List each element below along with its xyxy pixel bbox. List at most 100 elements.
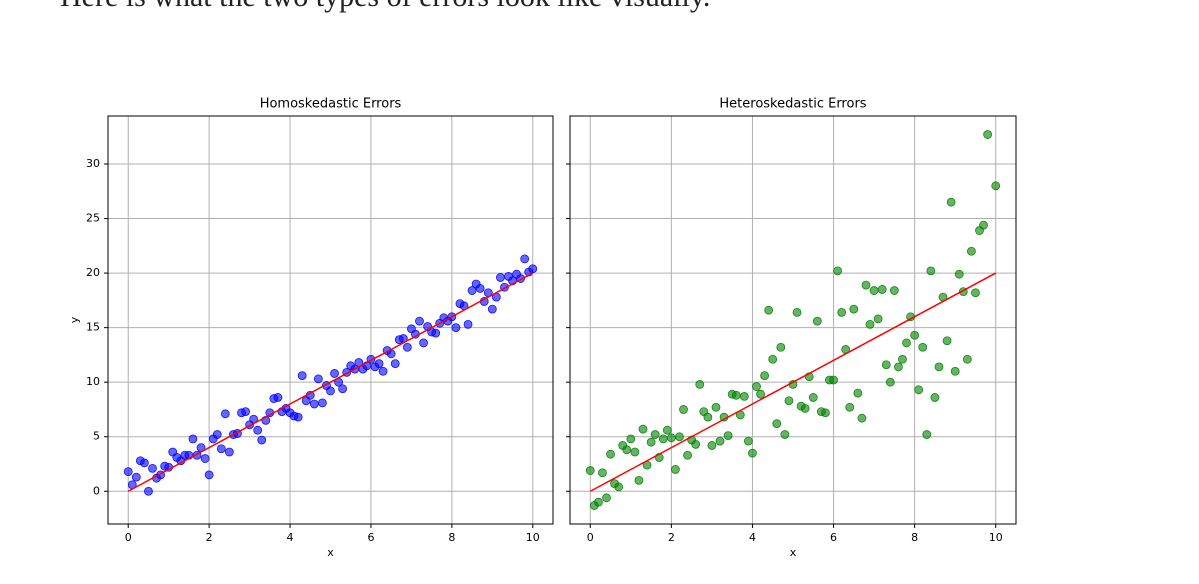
point: [849, 304, 859, 314]
point: [148, 463, 157, 473]
point: [748, 448, 757, 458]
x-tick-label: 0: [125, 531, 132, 544]
point: [528, 264, 538, 274]
point: [845, 402, 855, 412]
point: [703, 412, 713, 422]
point: [123, 467, 133, 477]
x-tick-label: 2: [206, 531, 213, 544]
point: [658, 434, 668, 444]
point: [475, 283, 485, 293]
plot-area: [108, 116, 553, 524]
point: [792, 307, 802, 317]
point: [671, 465, 680, 474]
point: [496, 273, 505, 282]
fit-line: [589, 272, 997, 492]
point: [241, 407, 250, 417]
point: [902, 338, 911, 348]
point: [918, 342, 928, 352]
plot-area: [570, 116, 1016, 524]
point: [776, 342, 786, 352]
x-tick-label: 0: [587, 531, 594, 544]
header-text: Here is what the two types of errors loo…: [60, 0, 710, 13]
point: [894, 362, 903, 372]
point: [784, 396, 794, 406]
point: [390, 359, 400, 369]
point: [739, 391, 749, 401]
point: [861, 280, 871, 290]
point: [885, 377, 895, 387]
point: [188, 434, 198, 444]
point: [585, 466, 595, 475]
point: [606, 449, 615, 459]
point: [638, 424, 648, 434]
point: [467, 286, 477, 295]
point: [622, 445, 632, 455]
point: [752, 382, 761, 391]
x-tick-label: 10: [989, 531, 1003, 544]
x-axis-label: x: [790, 546, 797, 559]
point: [666, 433, 676, 443]
point: [930, 393, 940, 402]
point: [800, 403, 810, 413]
x-axis-label: x: [327, 546, 334, 559]
point: [967, 246, 976, 256]
point: [338, 384, 348, 394]
point: [431, 328, 441, 338]
x-tick-label: 4: [287, 531, 294, 544]
x-tick-label: 2: [668, 531, 675, 544]
point: [646, 437, 656, 447]
point: [857, 413, 867, 423]
point: [330, 369, 339, 378]
y-tick-label: 25: [86, 212, 100, 225]
point: [378, 366, 388, 376]
point: [297, 371, 307, 381]
point: [253, 425, 263, 435]
point: [326, 386, 335, 396]
y-axis-label: y: [68, 316, 81, 323]
point: [715, 436, 725, 446]
point: [971, 288, 980, 298]
y-tick-label: 10: [86, 375, 100, 388]
point: [293, 412, 303, 422]
x-tick-label: 10: [526, 531, 540, 544]
point: [131, 472, 141, 482]
point: [679, 405, 688, 414]
x-tick-label: 8: [448, 531, 455, 544]
point: [662, 425, 672, 435]
x-tick-label: 8: [911, 531, 918, 544]
point: [910, 330, 920, 340]
point: [402, 342, 412, 352]
chart-title: Homoskedastic Errors: [260, 97, 402, 112]
point: [760, 371, 770, 381]
point: [224, 447, 234, 457]
point: [954, 269, 964, 279]
point: [598, 468, 607, 478]
axes-frame: [569, 115, 1017, 525]
point: [487, 304, 497, 314]
point: [140, 458, 149, 468]
point: [926, 266, 936, 276]
point: [922, 430, 932, 439]
point: [764, 305, 774, 315]
point: [889, 286, 899, 295]
chart-title: Heteroskedastic Errors: [719, 97, 866, 112]
point: [630, 447, 640, 457]
point: [869, 286, 879, 295]
point: [520, 254, 530, 264]
point: [257, 435, 267, 445]
y-tick-label: 30: [86, 157, 100, 170]
point: [650, 430, 660, 439]
point: [837, 307, 847, 317]
point: [829, 375, 838, 385]
point: [898, 354, 907, 364]
point: [463, 319, 473, 329]
point: [808, 393, 818, 402]
point: [983, 130, 993, 139]
point: [318, 398, 327, 408]
point: [144, 486, 153, 496]
y-tick-label: 15: [86, 321, 100, 334]
point: [212, 430, 222, 439]
point: [683, 450, 692, 460]
